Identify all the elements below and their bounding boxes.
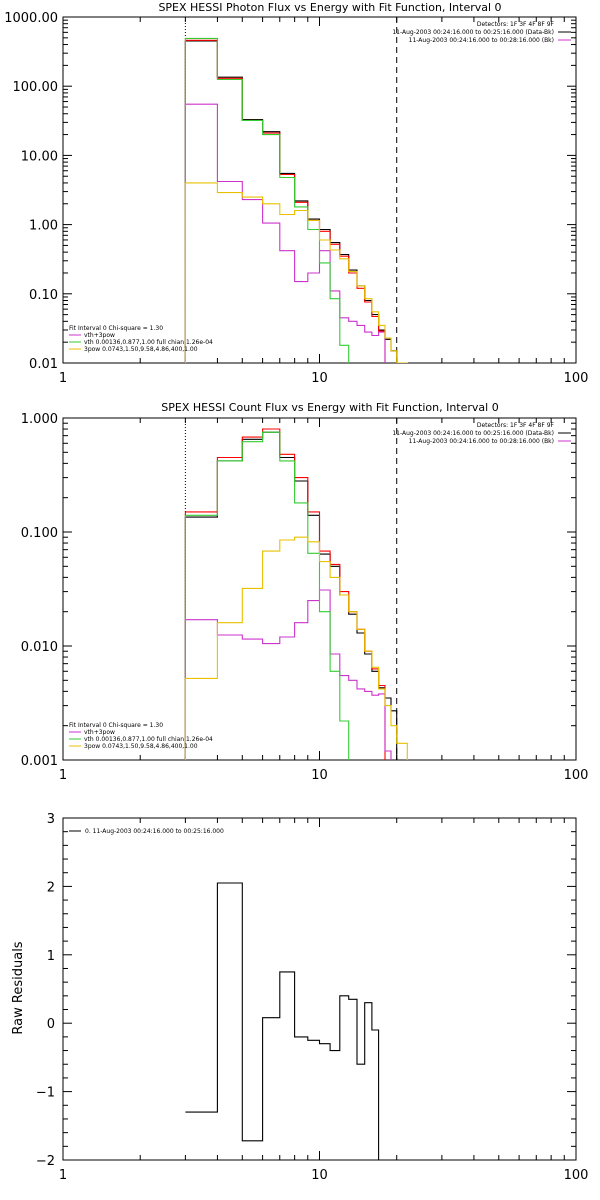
count-header-line: Detectors: 1F 3F 4F 8F 9F (477, 422, 555, 429)
photon-series-2 (184, 103, 386, 363)
count-series-3 (184, 431, 350, 760)
residual-x-tick-label: 10 (311, 1168, 328, 1183)
count-series-0 (184, 431, 398, 760)
count-legend-line: vth 0.00136,0.877,1.00 full chian 1.26e-… (84, 736, 213, 743)
residuals-frame (62, 817, 577, 1161)
residual-y-tick-label: 2 (47, 880, 55, 895)
residual-x-tick-label: 100 (564, 1168, 589, 1183)
photon-flux-panel: SPEX HESSI Photon Flux vs Energy with Fi… (4, 1, 589, 386)
photon-series-3 (184, 37, 350, 363)
residual-y-tick-label: 1 (47, 949, 55, 964)
count-x-tick-label: 10 (311, 768, 328, 783)
residual-y-tick-label: 3 (47, 812, 55, 827)
residual-y-tick-label: −2 (36, 1154, 55, 1169)
photon-header-line: 11-Aug-2003 00:24:16.000 to 00:28:16.000… (409, 37, 554, 44)
photon-series-4 (184, 182, 408, 363)
count-series-4 (184, 536, 408, 760)
count-flux-panel: SPEX HESSI Count Flux vs Energy with Fit… (21, 401, 589, 783)
residuals-ylabel: Raw Residuals (11, 941, 26, 1034)
photon-legend-line: Fit Interval 0 Chi-square = 1.30 (69, 325, 163, 332)
photon-x-tick-label: 1 (59, 371, 67, 386)
count-legend-line: vth+3pow (84, 729, 115, 736)
count-x-tick-label: 1 (59, 768, 67, 783)
residual-series-0 (185, 882, 380, 1160)
photon-x-tick-label: 10 (311, 371, 328, 386)
photon-y-tick-label: 100.00 (13, 80, 59, 95)
photon-legend-line: vth+3pow (84, 332, 115, 339)
photon-flux-frame (62, 16, 577, 364)
photon-y-tick-label: 1.00 (29, 219, 58, 234)
photon-y-tick-label: 0.10 (29, 288, 58, 303)
photon-series-0 (184, 40, 398, 363)
residual-y-tick-label: 0 (47, 1017, 55, 1032)
count-y-tick-label: 1.000 (21, 412, 58, 427)
count-header-line: 11-Aug-2003 00:24:16.000 to 00:28:16.000… (409, 438, 554, 445)
photon-header-line: Detectors: 1F 3F 4F 8F 9F (477, 21, 555, 28)
residual-x-tick-label: 1 (59, 1168, 67, 1183)
photon-flux-title: SPEX HESSI Photon Flux vs Energy with Fi… (158, 1, 501, 14)
count-legend-line: Fit Interval 0 Chi-square = 1.30 (69, 722, 163, 729)
photon-x-tick-label: 100 (564, 371, 589, 386)
count-header-line: 11-Aug-2003 00:24:16.000 to 00:25:16.000… (392, 430, 554, 437)
count-series-1 (184, 428, 386, 760)
photon-y-tick-label: 1000.00 (4, 11, 58, 26)
count-y-tick-label: 0.010 (21, 640, 58, 655)
photon-y-tick-label: 10.00 (21, 149, 58, 164)
photon-legend-line: vth 0.00136,0.877,1.00 full chian 1.26e-… (84, 339, 213, 346)
residual-y-tick-label: −1 (36, 1086, 55, 1101)
count-x-tick-label: 100 (564, 768, 589, 783)
count-y-tick-label: 0.100 (21, 526, 58, 541)
count-flux-title: SPEX HESSI Count Flux vs Energy with Fit… (161, 401, 498, 414)
photon-series-1 (184, 39, 386, 363)
photon-y-tick-label: 0.01 (29, 357, 58, 372)
count-y-tick-label: 0.001 (21, 754, 58, 769)
count-legend-line: 3pow 0.0743,1.50,9.58,4.86,400,1.00 (84, 743, 198, 750)
photon-legend-line: 3pow 0.0743,1.50,9.58,4.86,400,1.00 (84, 346, 198, 353)
residual-legend-line: 0. 11-Aug-2003 00:24:16.000 to 00:25:16.… (85, 828, 224, 835)
photon-header-line: 11-Aug-2003 00:24:16.000 to 00:25:16.000… (392, 29, 554, 36)
count-series-2 (184, 589, 392, 760)
